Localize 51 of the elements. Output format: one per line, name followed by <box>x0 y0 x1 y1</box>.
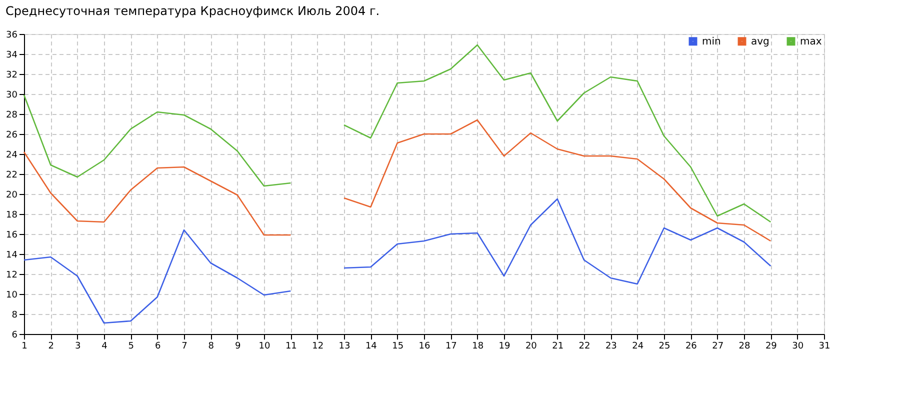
x-tick-label: 10 <box>258 342 270 352</box>
y-tick-label: 28 <box>6 110 18 120</box>
y-tick-label: 26 <box>6 130 18 140</box>
x-tick-label: 27 <box>712 342 724 352</box>
y-tick-label: 22 <box>6 170 18 180</box>
y-tick-label: 24 <box>6 150 18 160</box>
y-tick-label: 8 <box>12 310 18 320</box>
x-tick-label: 17 <box>445 342 457 352</box>
y-tick-label: 16 <box>6 230 18 240</box>
legend-label: min <box>702 36 721 48</box>
x-tick-label: 3 <box>74 342 81 352</box>
y-tick-label: 12 <box>6 270 18 280</box>
x-tick-label: 19 <box>498 342 510 352</box>
x-tick-label: 25 <box>658 342 670 352</box>
x-tick-label: 13 <box>338 342 350 352</box>
x-tick-label: 29 <box>765 342 778 352</box>
x-tick-label: 1 <box>22 342 28 352</box>
x-tick-label: 11 <box>285 342 297 352</box>
legend-label: avg <box>751 36 770 48</box>
x-tick-label: 21 <box>552 342 564 352</box>
x-tick-label: 18 <box>472 342 484 352</box>
y-tick-label: 30 <box>6 90 18 100</box>
y-tick-label: 10 <box>6 290 18 300</box>
x-tick-label: 14 <box>365 342 378 352</box>
x-tick-label: 22 <box>578 342 590 352</box>
y-tick-label: 34 <box>6 50 18 60</box>
x-tick-label: 24 <box>632 342 644 352</box>
x-tick-label: 30 <box>792 342 804 352</box>
x-tick-label: 6 <box>154 342 161 352</box>
x-tick-label: 31 <box>818 342 830 352</box>
x-tick-label: 4 <box>102 342 108 352</box>
y-tick-label: 6 <box>12 330 18 340</box>
chart-title: Среднесуточная температура Красноуфимск Июль 2004 г. <box>6 4 380 18</box>
y-tick-label: 20 <box>6 190 18 200</box>
legend-label: max <box>800 36 822 48</box>
y-tick-label: 14 <box>6 250 18 260</box>
x-tick-label: 8 <box>208 342 214 352</box>
x-tick-label: 7 <box>182 342 188 352</box>
x-tick-label: 9 <box>234 342 241 352</box>
x-tick-label: 2 <box>48 342 54 352</box>
x-tick-label: 16 <box>418 342 430 352</box>
x-tick-label: 26 <box>685 342 698 352</box>
x-tick-label: 20 <box>525 342 538 352</box>
x-tick-label: 15 <box>392 342 404 352</box>
x-tick-label: 5 <box>128 342 134 352</box>
y-tick-label: 18 <box>6 210 18 220</box>
x-tick-label: 28 <box>738 342 750 352</box>
x-tick-label: 23 <box>605 342 617 352</box>
y-tick-label: 36 <box>6 30 18 40</box>
y-tick-label: 32 <box>6 70 18 80</box>
x-tick-label: 12 <box>312 342 324 352</box>
